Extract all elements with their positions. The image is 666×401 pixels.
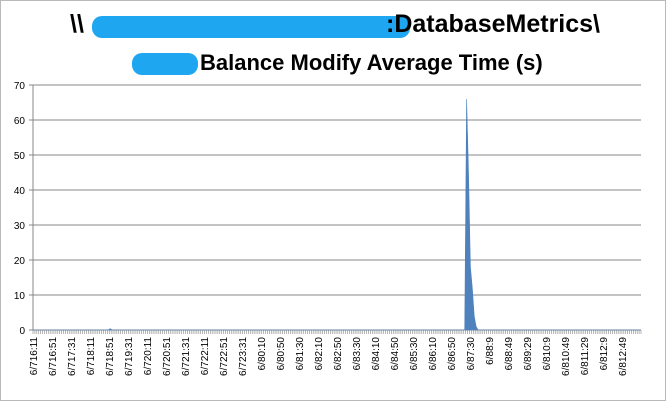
x-tick-label: 6/716:51: [48, 337, 59, 376]
x-tick-label: 6/82:50: [333, 337, 344, 371]
x-tick-label: 6/86:50: [447, 337, 458, 371]
title-line1-prefix: \\: [70, 10, 84, 38]
x-tick-label: 6/722:11: [200, 337, 211, 376]
x-tick-label: 6/717:31: [67, 337, 78, 376]
gridlines: [33, 84, 641, 296]
x-tick-label: 6/82:10: [314, 337, 325, 371]
y-tick-label: 50: [14, 151, 26, 162]
x-tick-label: 6/84:10: [371, 337, 382, 371]
x-tick-label: 6/86:10: [428, 337, 439, 371]
chart-title-line1: \\ :DatabaseMetrics\: [70, 8, 600, 42]
y-tick-label: 30: [14, 221, 26, 232]
x-tick-label: 6/723:31: [238, 337, 249, 376]
y-axis: 0 10 20 30 40 50 60 70: [14, 81, 34, 337]
x-tick-label: 6/88:49: [504, 337, 515, 371]
x-tick-label: 6/719:31: [124, 337, 135, 376]
redaction-mark: [132, 53, 198, 75]
x-tick-label: 6/810:9: [542, 337, 553, 371]
y-tick-label: 70: [14, 81, 26, 92]
x-tick-label: 6/80:50: [276, 337, 287, 371]
x-tick-label: 6/81:30: [295, 337, 306, 371]
x-tick-label: 6/721:31: [181, 337, 192, 376]
x-tick-label: 6/812:49: [618, 337, 629, 376]
x-axis: 6/716:11 6/716:51 6/717:31 6/718:11 6/718:51…: [29, 329, 642, 376]
x-tick-label: 6/722:51: [219, 337, 230, 376]
x-tick-label: 6/720:51: [162, 337, 173, 376]
y-tick-label: 40: [14, 186, 26, 197]
x-tick-label: 6/87:30: [466, 337, 477, 371]
x-tick-label: 6/812:9: [599, 337, 610, 371]
y-tick-label: 20: [14, 256, 26, 267]
x-tick-label: 6/811:29: [580, 337, 591, 376]
title-line2-suffix: Balance Modify Average Time (s): [200, 50, 543, 75]
y-tick-label: 0: [19, 326, 25, 337]
series-area: [33, 98, 641, 331]
x-tick-label: 6/89:29: [523, 337, 534, 371]
x-tick-label: 6/80:10: [257, 337, 268, 371]
x-tick-label: 6/83:30: [352, 337, 363, 371]
x-tick-label: 6/720:11: [143, 337, 154, 376]
chart-title-line2: Balance Modify Average Time (s): [130, 48, 550, 78]
y-tick-label: 60: [14, 116, 26, 127]
x-tick-label: 6/810:49: [561, 337, 572, 376]
y-tick-label: 10: [14, 291, 26, 302]
x-tick-label: 6/716:11: [29, 337, 40, 376]
x-tick-label: 6/84:50: [390, 337, 401, 371]
plot-area: [33, 98, 641, 331]
x-tick-label: 6/88:9: [485, 337, 496, 365]
redaction-mark: [92, 16, 410, 38]
x-tick-label: 6/718:11: [86, 337, 97, 376]
title-line1-suffix: :DatabaseMetrics\: [386, 10, 600, 38]
x-tick-label: 6/85:30: [409, 337, 420, 371]
x-tick-label: 6/718:51: [105, 337, 116, 376]
